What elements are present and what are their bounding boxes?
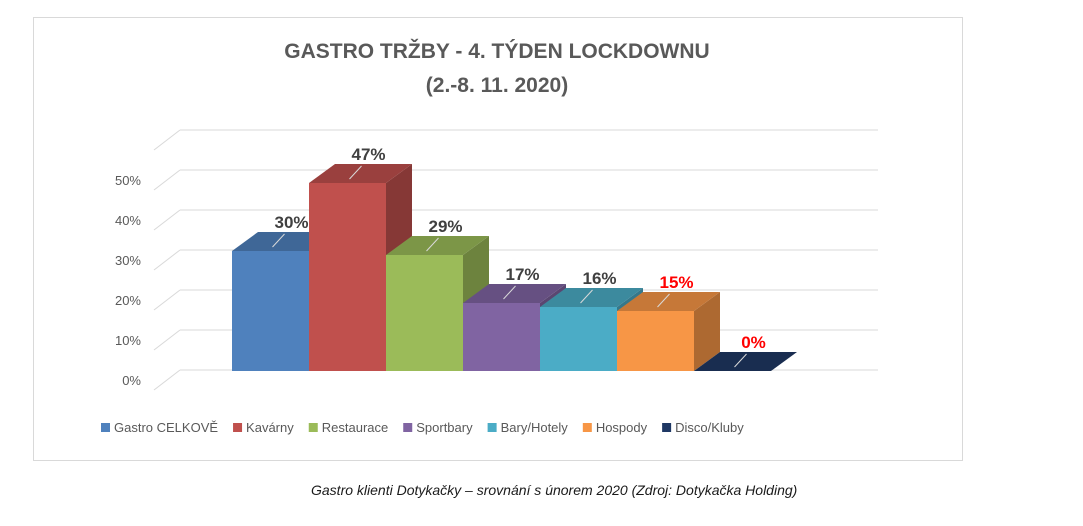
gridline-side <box>153 249 181 271</box>
chart-subtitle: (2.-8. 11. 2020) <box>426 74 568 97</box>
legend-swatch <box>403 423 413 432</box>
legend-label: Restaurace <box>322 420 388 435</box>
y-tick-label: 50% <box>115 173 141 188</box>
legend-label: Hospody <box>596 420 648 435</box>
bar <box>386 236 489 371</box>
gridline-side <box>153 209 181 231</box>
legend-item: Restaurace <box>308 420 388 435</box>
chart-frame <box>33 17 963 461</box>
legend-label: Disco/Kluby <box>675 420 744 435</box>
bar-top <box>463 284 566 303</box>
data-label: 15% <box>659 273 693 292</box>
bar-top <box>386 236 489 255</box>
label-leader <box>503 285 516 300</box>
legend-item: Sportbary <box>403 420 473 435</box>
legend-item: Gastro CELKOVĚ <box>101 420 218 435</box>
y-tick-label: 10% <box>115 333 141 348</box>
bar-top <box>694 352 797 371</box>
label-leader <box>734 353 747 368</box>
legend-item: Kavárny <box>233 420 294 435</box>
data-label: 47% <box>351 145 385 164</box>
label-leader <box>426 237 439 252</box>
bar-front <box>386 255 463 371</box>
legend-label: Kavárny <box>246 420 294 435</box>
bar-front <box>232 251 309 371</box>
bar-front <box>309 183 386 371</box>
legend-swatch <box>662 423 672 432</box>
bar-top <box>309 164 412 183</box>
gridline-side <box>153 369 181 391</box>
bar <box>694 352 797 371</box>
bar <box>617 292 720 371</box>
y-tick-label: 40% <box>115 213 141 228</box>
legend-label: Sportbary <box>416 420 473 435</box>
gridline-side <box>153 169 181 191</box>
bars <box>232 164 797 371</box>
y-tick-label: 20% <box>115 293 141 308</box>
legend-label: Bary/Hotely <box>501 420 569 435</box>
data-label: 29% <box>428 217 462 236</box>
y-tick-label: 30% <box>115 253 141 268</box>
legend-swatch <box>308 423 318 432</box>
data-label: 30% <box>274 213 308 232</box>
legend: Gastro CELKOVĚ Kavárny Restaurace Sportbary… <box>101 420 744 435</box>
legend-item: Hospody <box>582 420 648 435</box>
gridline-side <box>153 129 181 151</box>
chart-title: GASTRO TRŽBY - 4. TÝDEN LOCKDOWNU <box>284 39 709 63</box>
gridline-side <box>153 329 181 351</box>
bar-chart: GASTRO TRŽBY - 4. TÝDEN LOCKDOWNU (2.-8.… <box>101 39 878 435</box>
bar-front <box>463 303 540 371</box>
bar-side <box>694 292 720 371</box>
legend-item: Bary/Hotely <box>487 420 569 435</box>
bar-front <box>540 307 617 371</box>
figure-caption: Gastro klienti Dotykačky – srovnání s ún… <box>311 482 798 498</box>
y-axis: 0% 10% 20% 30% 40% 50% <box>115 173 141 388</box>
bar-top <box>540 288 643 307</box>
bar-top <box>617 292 720 311</box>
data-labels: 30% 47% 29% 17% 16% 15% 0% <box>274 145 765 352</box>
gridline-side <box>153 289 181 311</box>
y-tick-label: 0% <box>122 373 141 388</box>
label-leader <box>272 233 285 248</box>
legend-swatch <box>233 423 243 432</box>
label-leader <box>580 289 593 304</box>
data-label: 16% <box>582 269 616 288</box>
data-label: 0% <box>741 333 766 352</box>
label-leader <box>657 293 670 308</box>
data-label: 17% <box>505 265 539 284</box>
legend-item: Disco/Kluby <box>662 420 744 435</box>
legend-swatch <box>582 423 592 432</box>
label-leader <box>349 165 362 180</box>
legend-swatch <box>487 423 497 432</box>
bar-front <box>617 311 694 371</box>
legend-label: Gastro CELKOVĚ <box>114 420 218 435</box>
legend-swatch <box>101 423 110 432</box>
